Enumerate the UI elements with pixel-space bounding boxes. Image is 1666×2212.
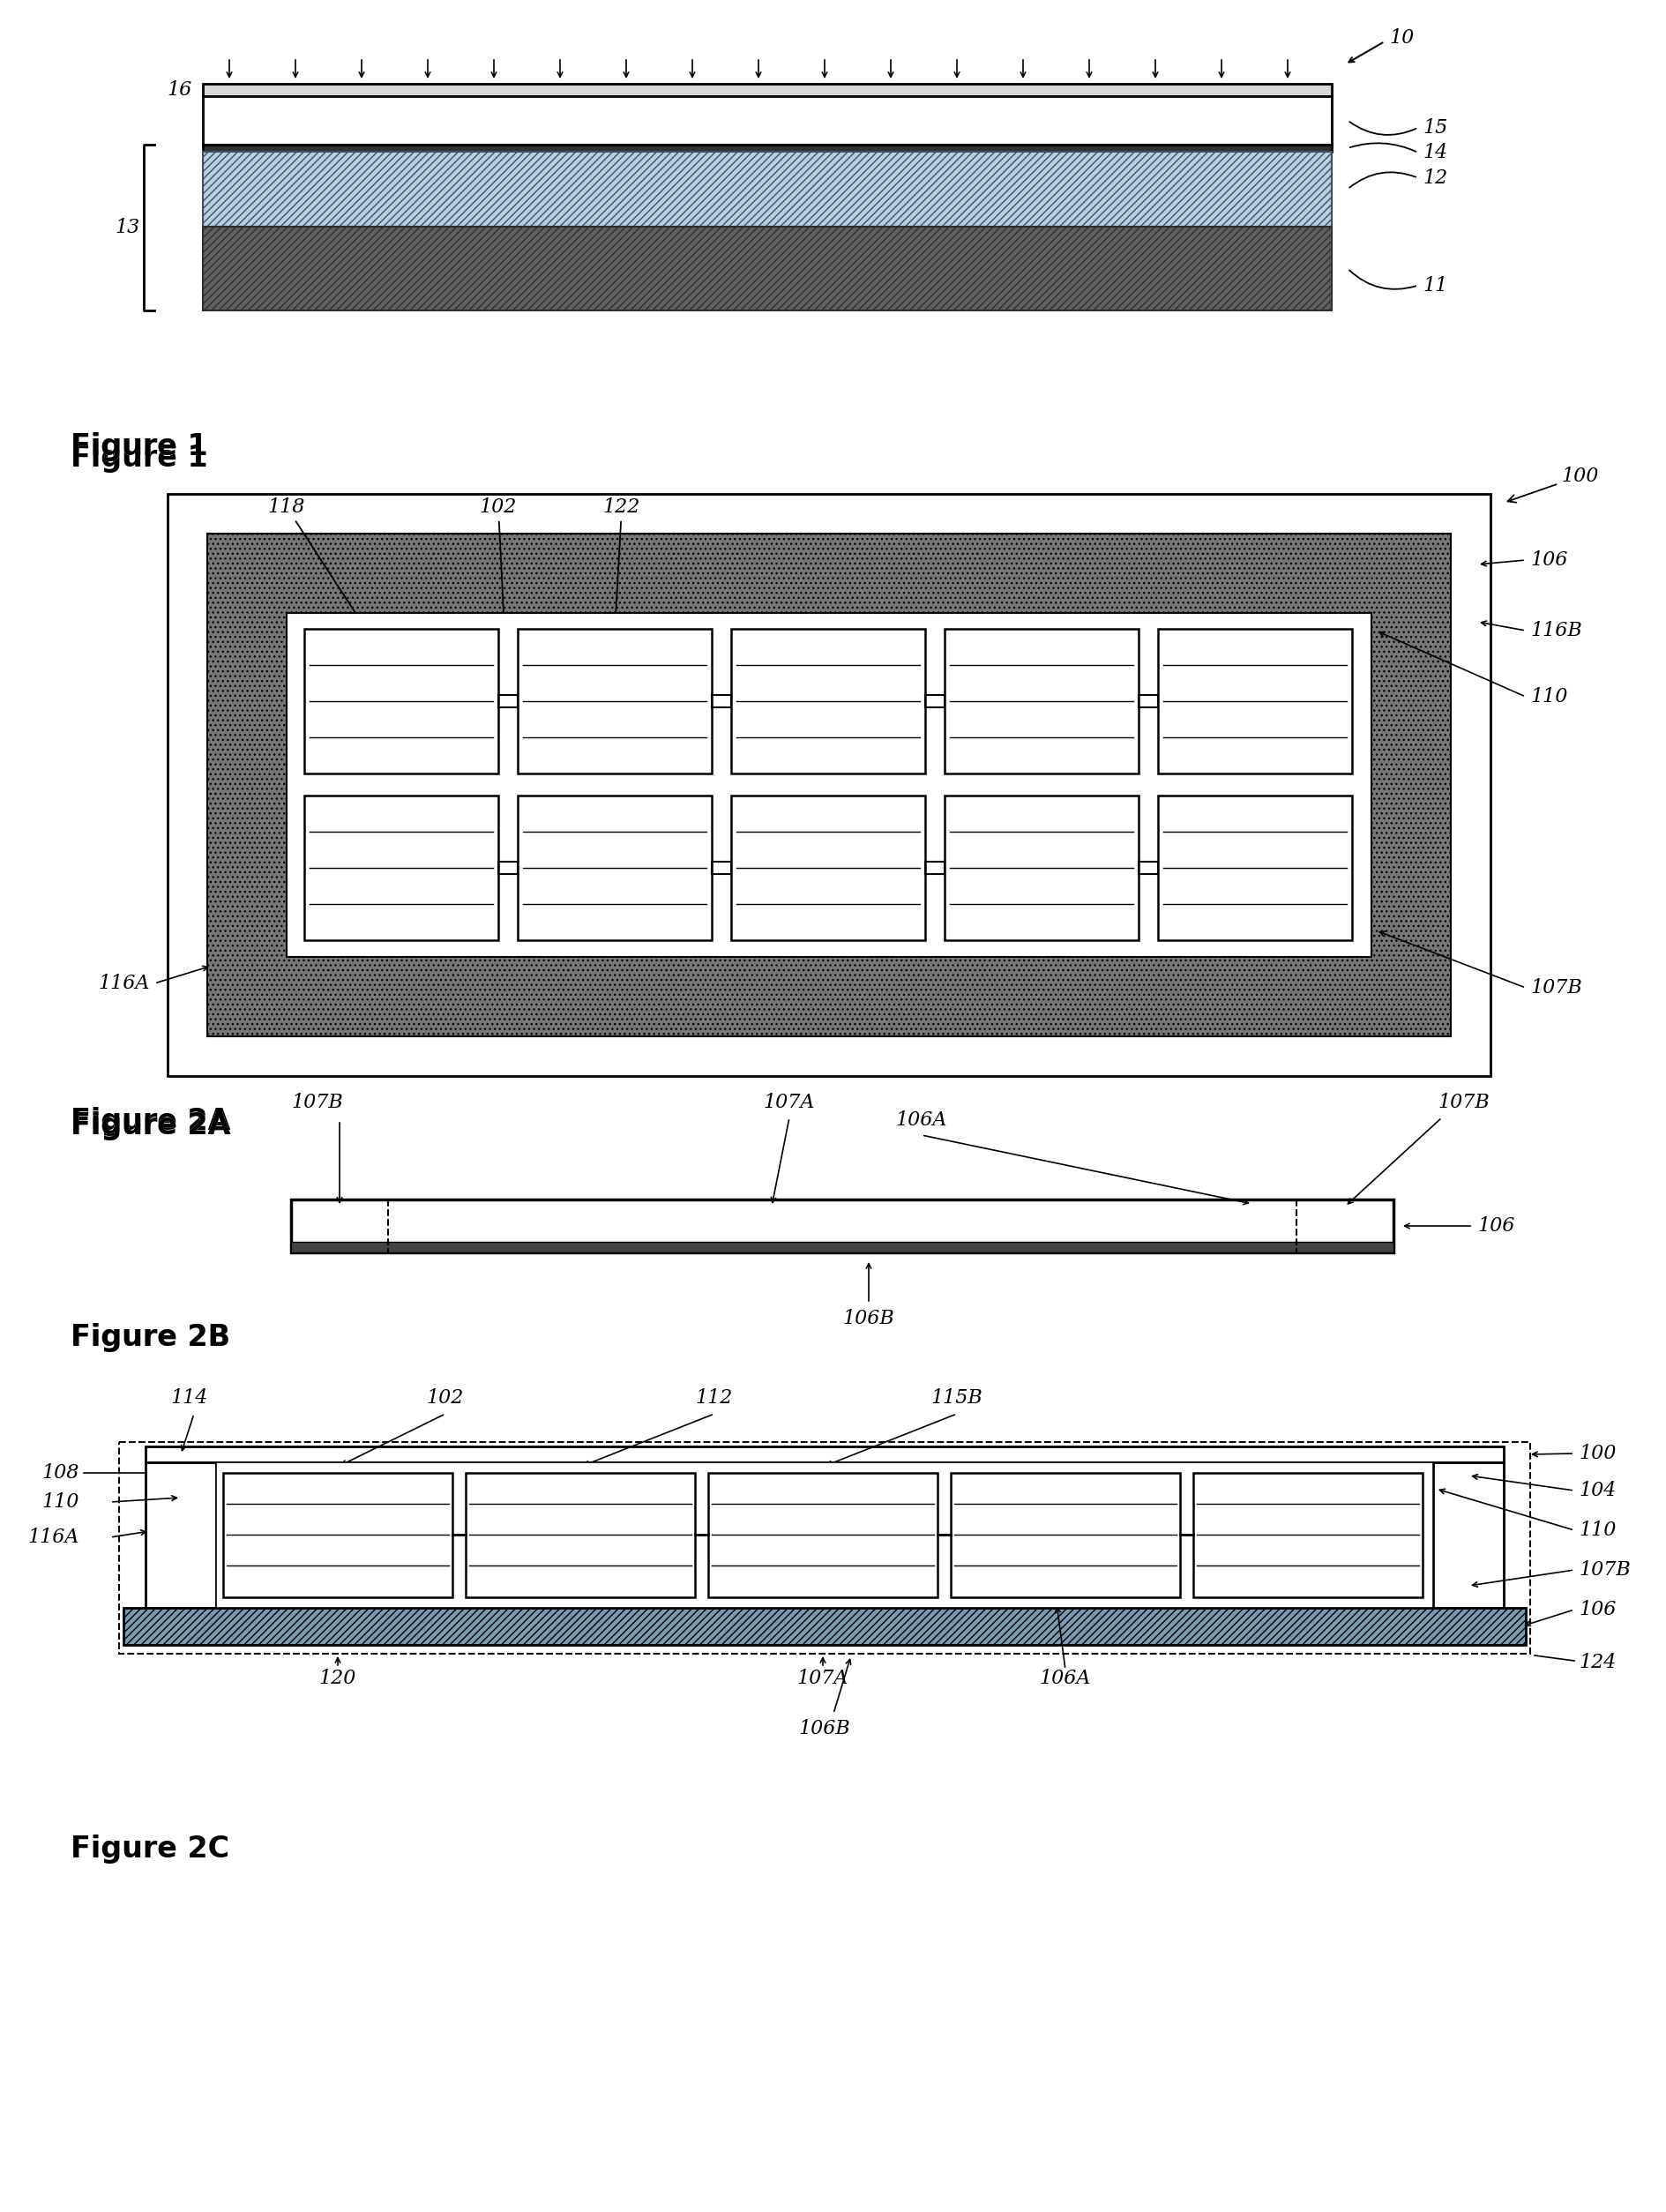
Text: 114: 114 — [172, 1389, 208, 1407]
Bar — [731, 628, 925, 774]
Text: 107A: 107A — [763, 1093, 815, 1113]
Text: 106: 106 — [1478, 1217, 1514, 1237]
Text: 118: 118 — [466, 1502, 503, 1520]
Text: Figure 2A: Figure 2A — [70, 1110, 230, 1141]
Bar — [1193, 1473, 1423, 1597]
Text: 106: 106 — [1529, 551, 1568, 571]
Text: 16: 16 — [167, 80, 192, 100]
Text: 104: 104 — [1579, 1480, 1616, 1500]
Bar — [203, 84, 1331, 95]
Bar — [145, 1462, 217, 1608]
Text: 102: 102 — [480, 498, 516, 697]
Bar — [223, 1473, 453, 1597]
Text: 107B: 107B — [1579, 1559, 1631, 1579]
Text: Figure 2A: Figure 2A — [70, 1110, 230, 1141]
Text: 107B: 107B — [292, 1093, 343, 1113]
Bar — [945, 628, 1138, 774]
Text: 100: 100 — [1579, 1444, 1616, 1462]
Text: 106B: 106B — [798, 1719, 851, 1739]
Text: 112: 112 — [696, 1389, 733, 1407]
Text: 11: 11 — [1423, 276, 1448, 294]
Bar — [731, 796, 925, 940]
Bar — [118, 1442, 1529, 1655]
Text: 106A: 106A — [896, 1110, 948, 1130]
Text: 110: 110 — [42, 1493, 80, 1511]
Text: 115B: 115B — [931, 1389, 983, 1407]
Text: 120: 120 — [320, 1668, 357, 1688]
Text: 14: 14 — [1423, 144, 1448, 161]
Bar — [123, 1608, 1526, 1646]
Text: Figure 2A: Figure 2A — [70, 1110, 230, 1141]
Bar — [203, 144, 1331, 153]
Bar — [518, 628, 711, 774]
Text: Figure 2B: Figure 2B — [70, 1323, 230, 1352]
Text: Figure 1: Figure 1 — [70, 431, 208, 462]
Text: Figure 1: Figure 1 — [70, 431, 208, 462]
Bar — [203, 153, 1331, 226]
Bar — [287, 613, 1371, 958]
Bar — [292, 1241, 1393, 1252]
Text: 102: 102 — [426, 1389, 465, 1407]
Text: 106A: 106A — [1040, 1668, 1091, 1688]
Bar — [168, 493, 1491, 1075]
Text: 106: 106 — [1579, 1599, 1616, 1619]
Bar — [1158, 628, 1353, 774]
Text: Figure 2C: Figure 2C — [70, 1834, 230, 1865]
Text: 13: 13 — [115, 217, 140, 237]
Text: 118: 118 — [268, 498, 367, 630]
Bar — [466, 1473, 695, 1597]
Text: Figure 2A: Figure 2A — [70, 1106, 230, 1137]
Bar — [217, 1462, 1433, 1608]
Text: Figure 2B: Figure 2B — [70, 1323, 230, 1352]
Bar — [945, 796, 1138, 940]
Bar — [203, 95, 1331, 144]
Text: 116A: 116A — [28, 1528, 80, 1546]
Text: 10: 10 — [1389, 29, 1414, 49]
Text: 122: 122 — [603, 498, 640, 628]
Text: 107A: 107A — [796, 1668, 848, 1688]
Text: 15: 15 — [1423, 117, 1448, 137]
Text: 107B: 107B — [1438, 1093, 1489, 1113]
Text: 106B: 106B — [843, 1310, 895, 1327]
Bar — [145, 1447, 1504, 1462]
Bar — [1433, 1462, 1504, 1608]
Text: 108: 108 — [42, 1462, 80, 1482]
Text: 124: 124 — [1579, 1652, 1616, 1672]
Text: 116A: 116A — [98, 973, 150, 993]
Text: 107B: 107B — [1529, 978, 1583, 998]
Bar — [951, 1473, 1180, 1597]
Text: Figure 2B: Figure 2B — [70, 1323, 230, 1352]
Bar — [518, 796, 711, 940]
Text: 110: 110 — [1579, 1520, 1616, 1540]
Text: 100: 100 — [1508, 467, 1598, 502]
Bar — [1158, 796, 1353, 940]
Bar — [305, 796, 498, 940]
Bar — [203, 226, 1331, 310]
Text: Figure 1: Figure 1 — [70, 431, 208, 462]
Text: 110: 110 — [1529, 688, 1568, 706]
Text: 12: 12 — [1423, 168, 1448, 188]
Bar — [305, 628, 498, 774]
Bar — [292, 1199, 1393, 1252]
Bar — [207, 533, 1451, 1037]
Text: 116B: 116B — [1529, 622, 1583, 639]
Text: Figure 1: Figure 1 — [70, 445, 208, 473]
Bar — [708, 1473, 938, 1597]
